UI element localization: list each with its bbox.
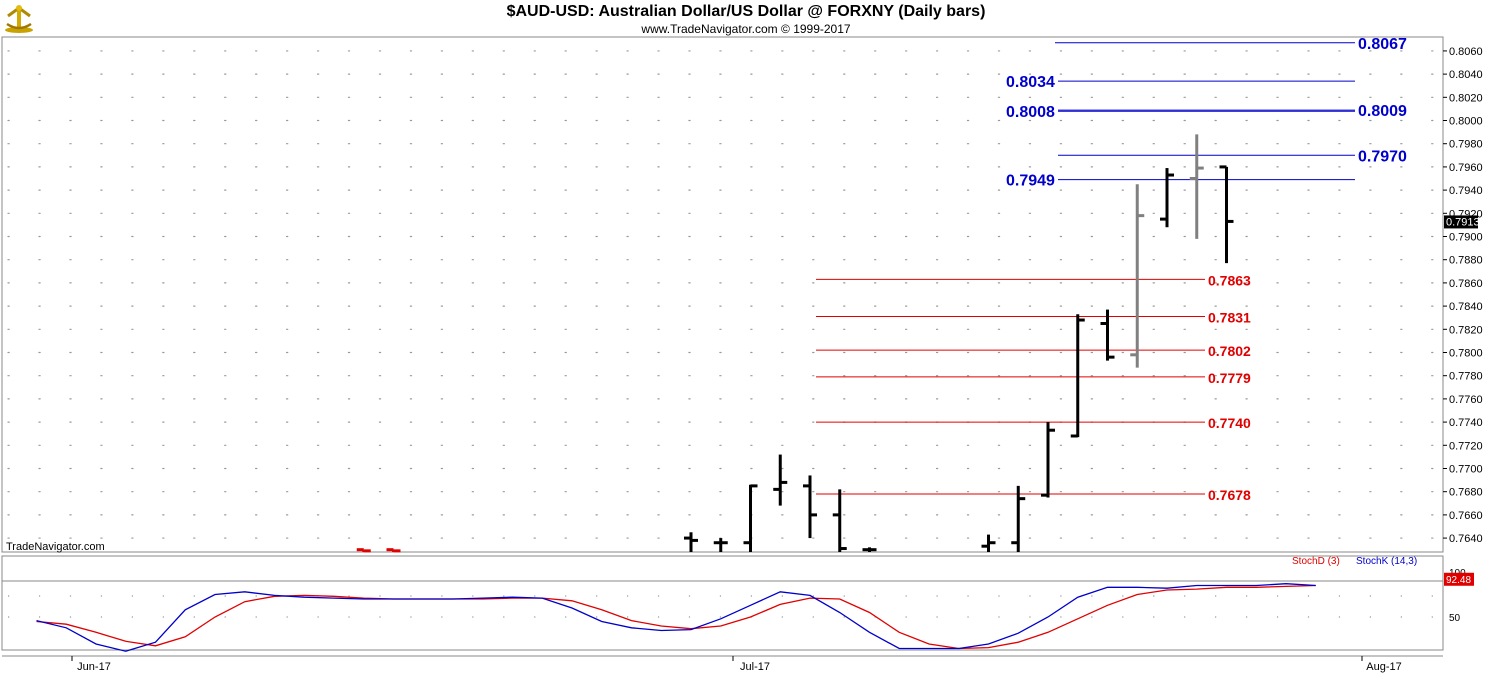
y-tick-label: 0.8000 [1449,116,1483,128]
stoch-last-tag [1444,572,1474,586]
last-price-label: 0.7913 [1446,216,1480,228]
support-label: 0.7678 [1208,487,1251,503]
y-tick-label: 0.7740 [1449,417,1483,429]
y-tick-label: 0.7940 [1449,185,1483,197]
y-tick-label: 0.7660 [1449,510,1483,522]
y-tick-label: 0.7880 [1449,255,1483,267]
resistance-label: 0.7970 [1358,148,1407,165]
y-tick-label: 0.7680 [1449,487,1483,499]
stoch-tick-label: 50 [1449,613,1461,624]
y-tick-label: 0.7720 [1449,440,1483,452]
chart-title: $AUD-USD: Australian Dollar/US Dollar @ … [506,3,986,20]
stochK-legend: StochK (14,3) [1356,556,1417,567]
y-tick-label: 0.7800 [1449,347,1483,359]
x-tick-label: Jun-17 [77,661,111,673]
support-label: 0.7802 [1208,343,1251,359]
y-tick-label: 0.7980 [1449,139,1483,151]
last-price-tag [1444,215,1478,229]
x-tick-label: Jul-17 [740,661,770,673]
y-tick-label: 0.7760 [1449,394,1483,406]
resistance-label: 0.8067 [1358,36,1407,53]
support-label: 0.7740 [1208,415,1251,431]
y-tick-label: 0.8020 [1449,92,1483,104]
watermark-label: TradeNavigator.com [6,541,105,553]
stochK-line [36,583,1316,652]
resistance-label: 0.8008 [1006,104,1055,121]
y-tick-label: 0.7780 [1449,371,1483,383]
price-panel-frame [1,36,1444,553]
support-label: 0.7831 [1208,310,1251,326]
y-tick-label: 0.7700 [1449,463,1483,475]
y-tick-label: 0.7840 [1449,301,1483,313]
y-tick-label: 0.8060 [1449,46,1483,58]
chart-subtitle: www.TradeNavigator.com © 1999-2017 [641,22,851,36]
y-tick-label: 0.7820 [1449,324,1483,336]
resistance-label: 0.8009 [1358,103,1407,120]
x-tick-label: Aug-17 [1366,661,1401,673]
support-label: 0.7779 [1208,370,1251,386]
stoch-last-label: 92.48 [1446,575,1471,586]
support-label: 0.7863 [1208,272,1251,288]
y-tick-label: 0.7960 [1449,162,1483,174]
stochD-line [36,584,1316,650]
stochastic-panel-frame [1,555,1444,651]
y-tick-label: 0.7640 [1449,533,1483,545]
y-tick-label: 0.7860 [1449,278,1483,290]
trade-navigator-logo-icon [2,2,36,36]
resistance-label: 0.8034 [1006,74,1055,91]
y-tick-label: 0.7900 [1449,232,1483,244]
stochD-legend: StochD (3) [1292,556,1340,567]
y-tick-label: 0.8040 [1449,69,1483,81]
resistance-label: 0.7949 [1006,173,1055,190]
